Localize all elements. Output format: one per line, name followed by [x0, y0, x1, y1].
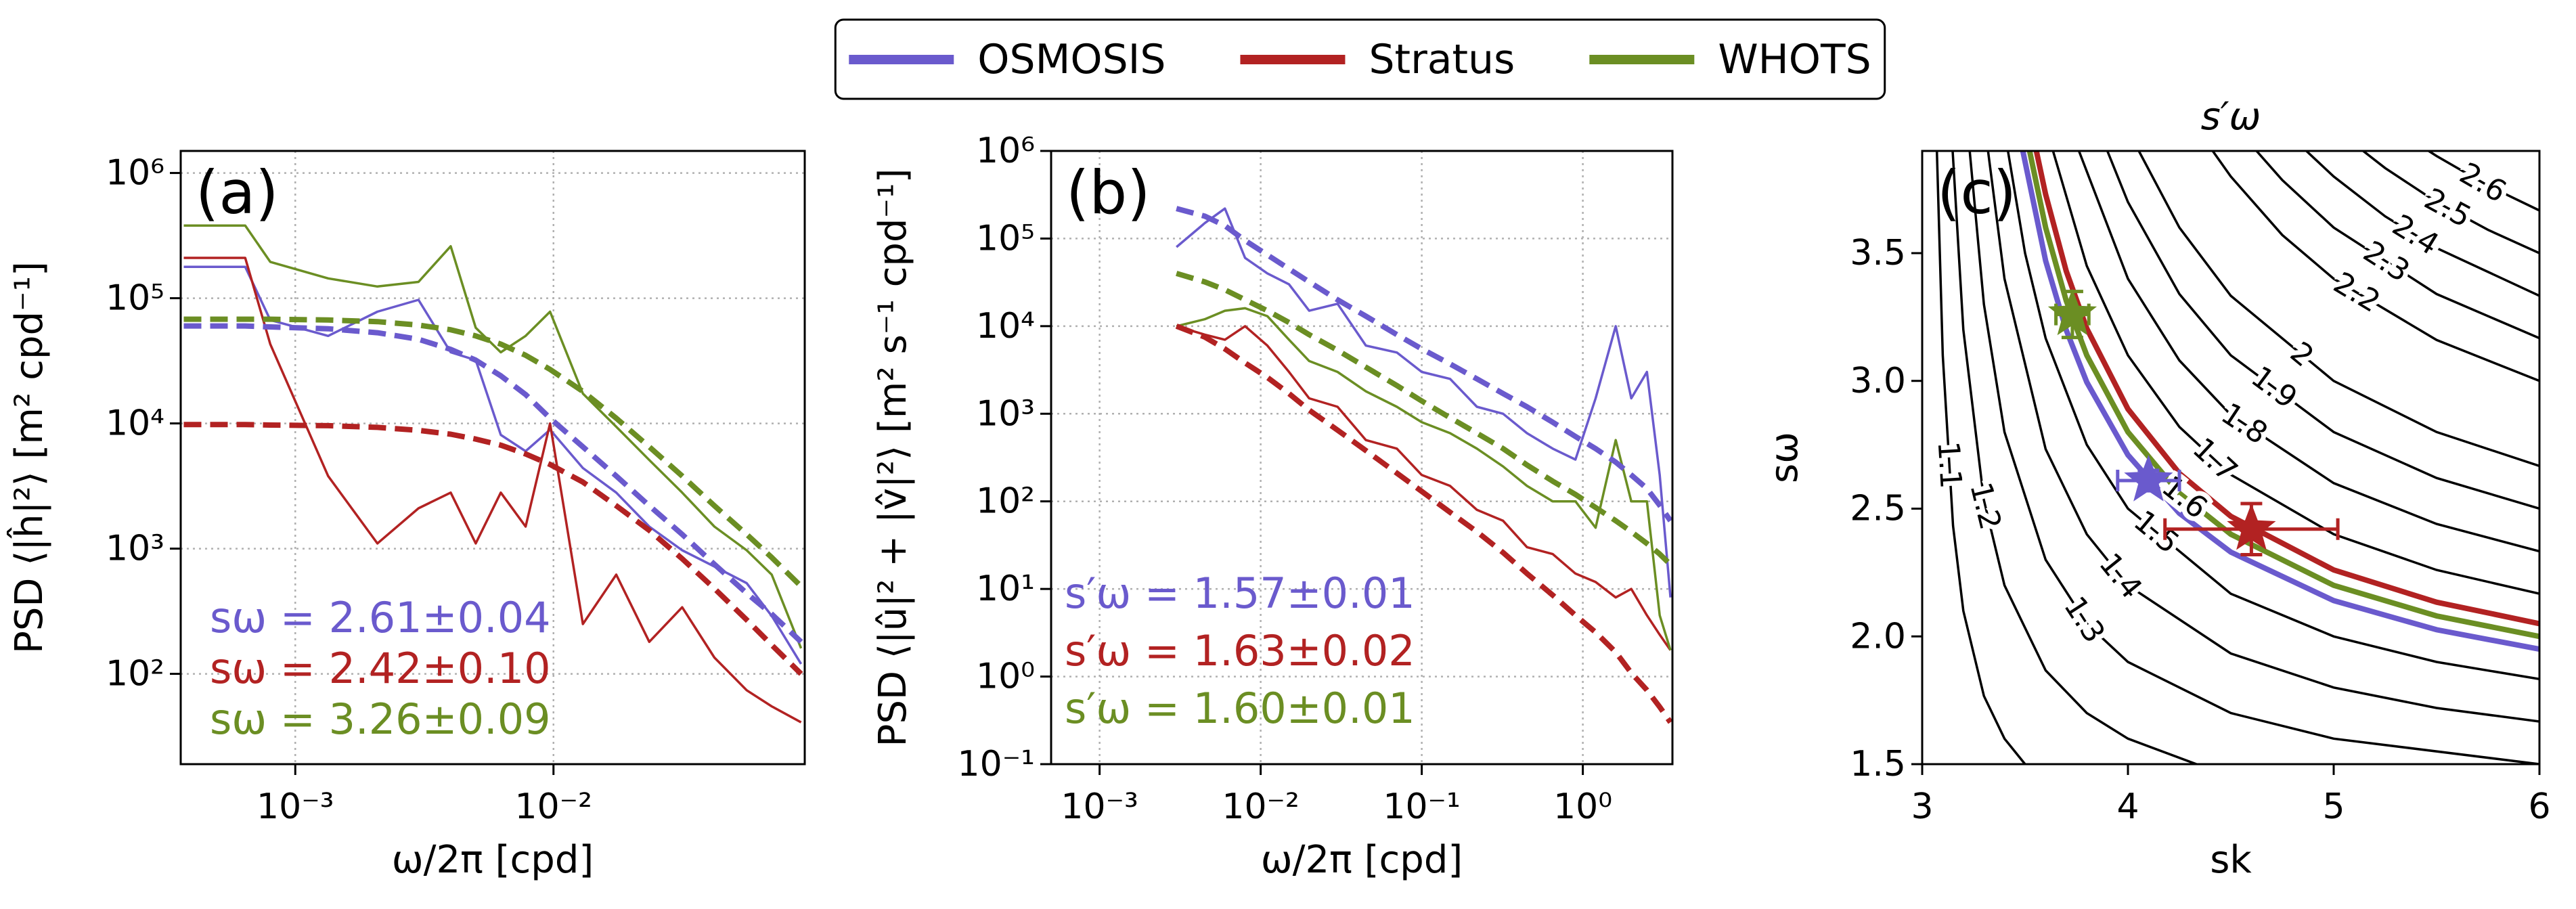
star-marker — [2124, 455, 2173, 502]
star-marker — [2227, 503, 2276, 550]
contour-line — [2428, 151, 2539, 212]
x-axis-label: sk — [2210, 838, 2252, 882]
spectrum-line — [183, 224, 803, 649]
legend: OSMOSIS Stratus WHOTS — [834, 18, 1886, 100]
y-tick-label: 10² — [106, 654, 164, 694]
panel: 3 4 5 6 1.5 2.0 2.5 3.0 3.5 1.11.21.31.41.51.61.7… — [1762, 95, 2551, 882]
y-axis-label: PSD ⟨|û|² + |v̂|²⟩ [m² s⁻¹ cpd⁻¹] — [871, 169, 915, 747]
x-tick-label: 4 — [2116, 786, 2139, 827]
fit-annotation: s′ω = 1.57±0.01 — [1065, 569, 1415, 618]
model-line — [1176, 271, 1672, 567]
y-tick-label: 3.0 — [1850, 361, 1906, 401]
spectrum-line — [1176, 307, 1672, 651]
model-line — [1175, 324, 1672, 724]
plot-area: 1.11.21.31.41.51.61.71.81.922.22.32.42.5… — [1926, 151, 2539, 764]
contour-line — [2051, 151, 2539, 595]
model-line — [183, 316, 803, 589]
y-axis-label: sω — [1762, 432, 1806, 483]
contour-line — [2077, 151, 2539, 553]
axes-frame — [1050, 150, 1674, 766]
model-line — [1176, 206, 1672, 523]
y-tick-label: 1.5 — [1850, 744, 1906, 784]
contour-line — [2211, 151, 2539, 382]
x-tick-label: 10⁻³ — [257, 786, 334, 827]
y-tick-label: 2.0 — [1850, 616, 1906, 657]
spectrum-line — [1176, 207, 1672, 598]
fit-annotation: sω = 2.61±0.04 — [210, 593, 551, 642]
x-tick-label: 10⁻² — [1222, 786, 1299, 827]
panel-label: (c) — [1937, 158, 2016, 227]
star-marker — [2047, 288, 2097, 336]
axes-frame — [179, 150, 806, 766]
contour-line — [1935, 151, 2026, 764]
contour-line — [1986, 151, 2539, 723]
contour-label: 1.1 — [1931, 440, 1968, 489]
contour-label: 1.8 — [2215, 397, 2274, 451]
model-line — [183, 323, 803, 644]
y-tick-label: 10⁵ — [976, 218, 1035, 259]
contour-label: 1.4 — [2092, 547, 2149, 605]
panel: 10⁻³ 10⁻² 10⁻¹ 10⁰ 10⁻¹ 10⁰ 10¹ 10² 10³ 10⁴ 10⁵ 10⁶… — [871, 131, 1674, 882]
plot-area — [1175, 206, 1672, 724]
panel-label: (b) — [1066, 158, 1151, 227]
contour-line — [2255, 151, 2539, 340]
legend-label: Stratus — [1369, 36, 1515, 83]
x-tick-label: 10⁻¹ — [1383, 786, 1460, 827]
x-axis-label: ω/2π [cpd] — [1261, 838, 1463, 882]
fit-annotation: s′ω = 1.63±0.02 — [1065, 626, 1415, 675]
x-tick-label: 10⁻² — [515, 786, 592, 827]
y-tick-label: 10¹ — [976, 569, 1035, 609]
x-tick-label: 5 — [2322, 786, 2345, 827]
y-tick-label: 2.5 — [1850, 489, 1906, 529]
contour-line — [1968, 151, 2539, 764]
y-axis-label: PSD ⟨|ĥ|²⟩ [m² cpd⁻¹] — [7, 261, 51, 654]
fit-annotation: s′ω = 1.60±0.01 — [1065, 684, 1415, 733]
x-tick-label: 10⁰ — [1553, 786, 1612, 827]
axes-title: s′ω — [2201, 95, 2261, 139]
plot-area — [183, 224, 803, 724]
contour-label: 2 — [2284, 335, 2320, 374]
y-tick-label: 10² — [976, 481, 1035, 522]
panel-label: (a) — [196, 158, 279, 227]
fit-annotation: sω = 2.42±0.10 — [210, 644, 551, 693]
spectrum-line — [183, 257, 802, 724]
y-tick-label: 10⁰ — [976, 657, 1035, 697]
contour-line — [1951, 151, 2197, 764]
y-tick-label: 10⁵ — [106, 278, 164, 319]
y-tick-label: 10⁴ — [976, 306, 1035, 347]
y-tick-label: 3.5 — [1850, 233, 1906, 273]
contour-line — [2006, 151, 2539, 681]
y-tick-label: 10⁴ — [106, 403, 164, 444]
legend-box — [834, 18, 1886, 100]
y-tick-label: 10⁶ — [106, 153, 164, 194]
y-tick-label: 10⁶ — [976, 131, 1035, 171]
contour-line — [2137, 151, 2539, 468]
model-line — [183, 422, 803, 676]
fit-curve — [2026, 151, 2539, 640]
y-tick-label: 10³ — [976, 393, 1035, 434]
legend-label: OSMOSIS — [977, 36, 1165, 83]
x-tick-label: 10⁻³ — [1061, 786, 1138, 827]
fit-curve — [2033, 151, 2539, 627]
spectrum-line — [1176, 325, 1672, 651]
contour-line — [2106, 151, 2539, 510]
fit-annotation: sω = 3.26±0.09 — [210, 694, 551, 744]
panel: 10⁻³ 10⁻² 10² 10³ 10⁴ 10⁵ 10⁶ (a) ω/2π [cpd] PSD … — [7, 150, 806, 882]
contour-label: 1.2 — [1963, 479, 2007, 533]
x-tick-label: 6 — [2528, 786, 2550, 827]
x-axis-label: ω/2π [cpd] — [392, 838, 594, 882]
legend-label: WHOTS — [1718, 36, 1871, 83]
y-tick-label: 10³ — [106, 529, 164, 569]
axes-frame — [1921, 150, 2541, 766]
y-tick-label: 10⁻¹ — [958, 744, 1035, 784]
contour-line — [2362, 151, 2539, 254]
contour-line — [2305, 151, 2539, 297]
x-tick-label: 3 — [1911, 786, 1933, 827]
